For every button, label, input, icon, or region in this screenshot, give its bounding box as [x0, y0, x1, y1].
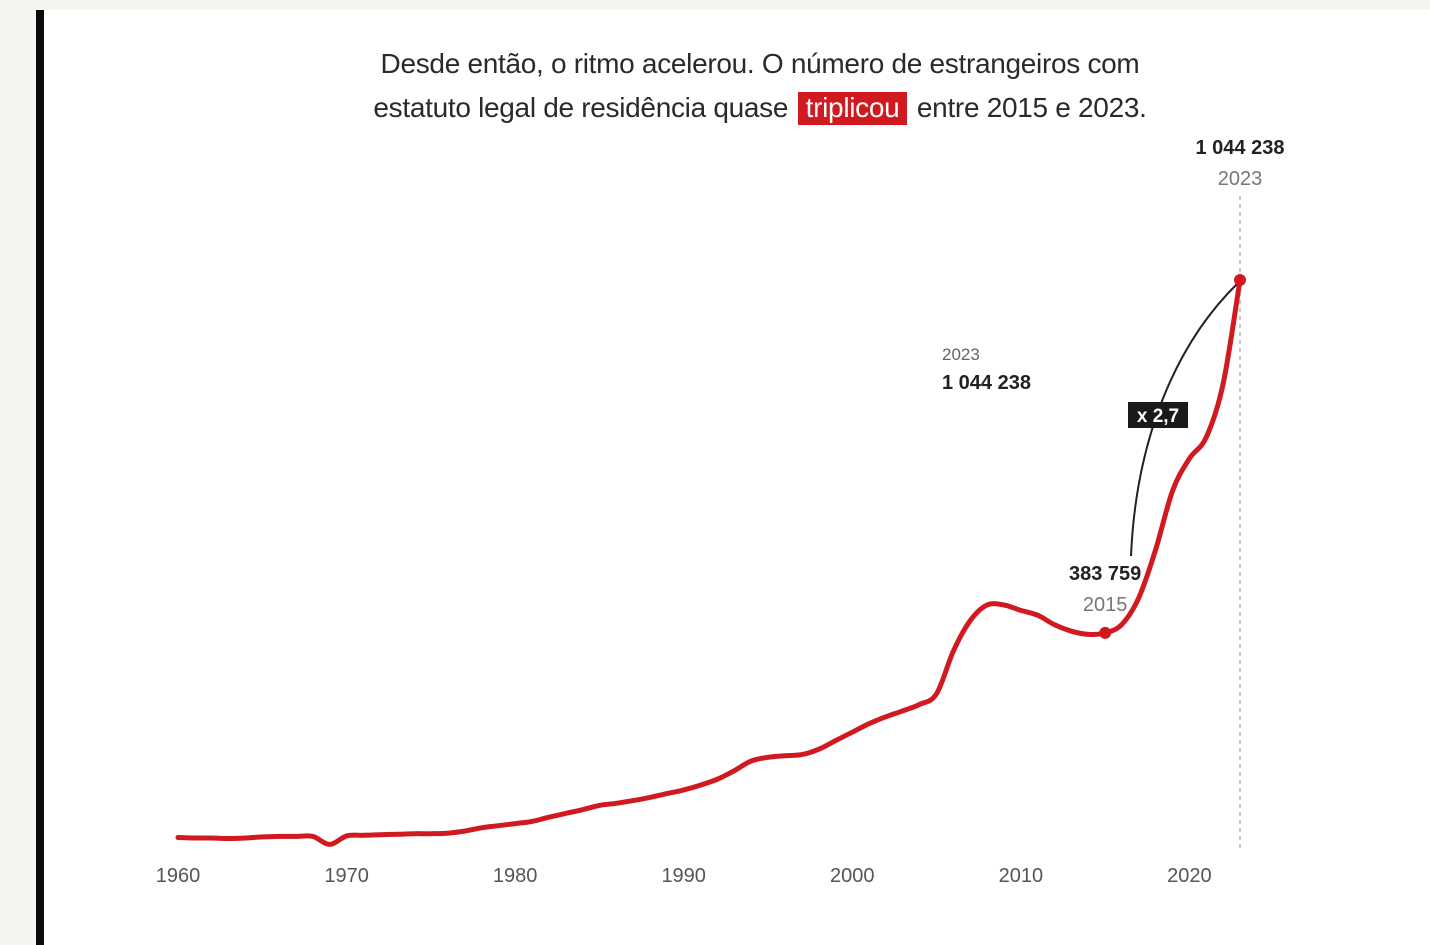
series-line	[175, 277, 1243, 847]
headline-highlight: triplicou	[797, 92, 908, 125]
end-year-label: 2023	[1218, 168, 1263, 190]
x-tick-label-1990: 1990	[661, 865, 706, 887]
x-tick-label-2020: 2020	[1167, 865, 1212, 887]
headline-text-end: entre 2015 e 2023.	[916, 92, 1147, 123]
x-tick-label-2010: 2010	[999, 865, 1044, 887]
x-tick-label-2000: 2000	[830, 865, 875, 887]
multiplier-connector	[1130, 283, 1238, 557]
chart-headline: Desde então, o ritmo acelerou. O número …	[330, 42, 1190, 130]
x-tick-label-1980: 1980	[493, 865, 538, 887]
start-year-label: 2015	[1083, 594, 1128, 616]
headline-text-start: Desde então, o ritmo acelerou. O número …	[373, 48, 1140, 123]
mid-value-label: 1 044 238	[942, 372, 1031, 394]
x-axis-ticks: 1960 1970 1980 1990 2000 2010 2020	[156, 865, 1212, 887]
multiplier-label: x 2,7	[1137, 406, 1179, 427]
x-tick-label-1960: 1960	[156, 865, 201, 887]
chart-card	[36, 10, 1430, 945]
multiplier-badge	[1128, 402, 1188, 428]
end-value-label: 1 044 238	[1196, 137, 1285, 159]
mid-year-label: 2023	[942, 345, 980, 364]
data-point-2023	[1234, 274, 1246, 286]
start-value-label: 383 759	[1069, 563, 1141, 585]
x-tick-label-1970: 1970	[324, 865, 369, 887]
data-point-2015	[1099, 626, 1112, 639]
